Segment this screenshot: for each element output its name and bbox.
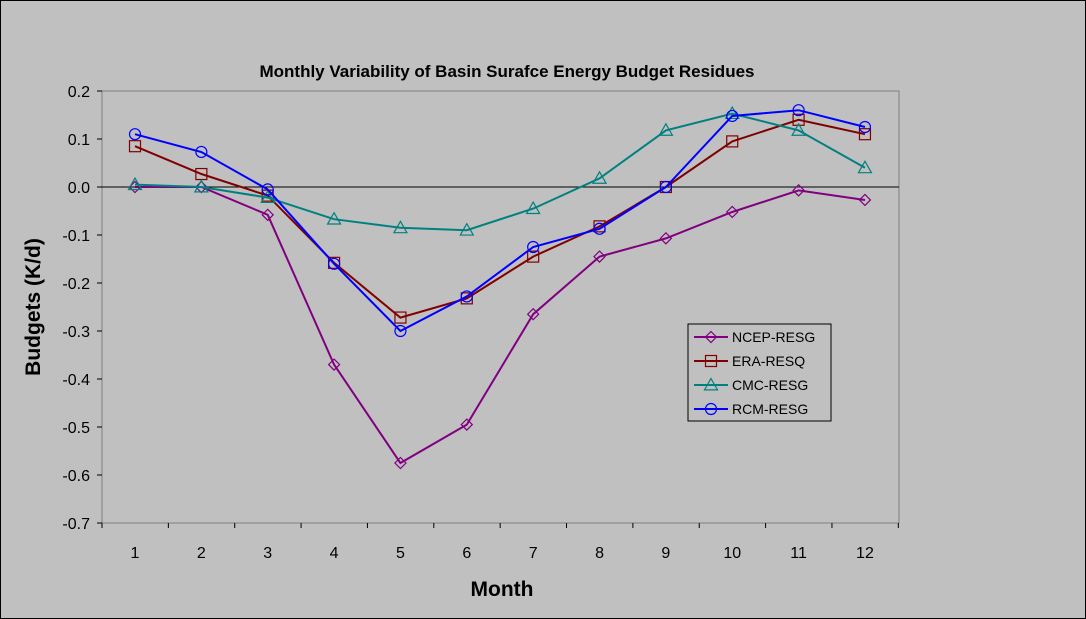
data-point bbox=[725, 205, 739, 219]
plot-area bbox=[101, 90, 900, 524]
x-tick-label: 4 bbox=[330, 545, 339, 562]
y-tick-label: -0.6 bbox=[62, 468, 90, 485]
x-tick-label: 9 bbox=[661, 545, 670, 562]
legend-item: NCEP-RESG bbox=[694, 329, 815, 345]
data-point bbox=[593, 250, 606, 263]
x-tick-label: 7 bbox=[529, 545, 538, 562]
legend-marker bbox=[704, 330, 718, 344]
y-tick-label: -0.5 bbox=[62, 420, 90, 437]
x-tick-label: 5 bbox=[396, 545, 405, 562]
data-point bbox=[658, 122, 674, 136]
data-point bbox=[394, 324, 407, 338]
data-point bbox=[127, 176, 143, 191]
data-point bbox=[326, 211, 342, 225]
x-tick-label: 11 bbox=[790, 545, 807, 562]
data-point bbox=[792, 184, 805, 197]
x-tick-label: 1 bbox=[131, 545, 140, 562]
y-tick-label: -0.3 bbox=[62, 324, 90, 341]
legend-item: RCM-RESG bbox=[694, 401, 808, 417]
data-point bbox=[858, 193, 872, 207]
data-point bbox=[527, 240, 540, 254]
legend-label: ERA-RESQ bbox=[732, 353, 805, 369]
legend-label: CMC-RESG bbox=[732, 377, 808, 393]
data-point bbox=[726, 109, 739, 123]
data-point bbox=[792, 104, 805, 117]
x-tick-label: 12 bbox=[856, 545, 874, 562]
legend-marker bbox=[704, 402, 718, 416]
series-group bbox=[127, 104, 873, 470]
chart-title: Monthly Variability of Basin Surafce Ene… bbox=[259, 62, 754, 81]
y-axis-title: Budgets (K/d) bbox=[22, 238, 45, 376]
x-tick-label: 3 bbox=[263, 545, 272, 562]
data-point bbox=[526, 307, 540, 321]
data-point bbox=[327, 358, 341, 371]
x-tick-label: 10 bbox=[723, 545, 741, 562]
data-point bbox=[459, 222, 475, 236]
series-line bbox=[134, 109, 866, 333]
data-point bbox=[261, 208, 275, 222]
data-point bbox=[527, 250, 540, 263]
data-point bbox=[261, 183, 274, 196]
y-tick-label: -0.4 bbox=[62, 372, 90, 389]
data-point bbox=[791, 122, 807, 136]
data-point bbox=[858, 120, 872, 134]
data-point bbox=[726, 135, 739, 148]
legend-box bbox=[687, 323, 832, 422]
x-tick-label: 2 bbox=[197, 545, 206, 562]
y-tick-label: 0.2 bbox=[68, 84, 90, 101]
data-point bbox=[128, 140, 142, 153]
data-point bbox=[659, 180, 672, 194]
data-point bbox=[525, 200, 541, 215]
legend: NCEP-RESG ERA-RESQ CMC-RESG RCM-RESG bbox=[687, 323, 832, 422]
series-line bbox=[134, 112, 866, 232]
legend-label: RCM-RESG bbox=[732, 401, 808, 417]
legend-item: ERA-RESQ bbox=[694, 353, 805, 369]
data-point bbox=[857, 160, 873, 174]
data-point bbox=[593, 222, 606, 235]
data-point bbox=[591, 170, 608, 184]
data-point bbox=[394, 456, 407, 470]
data-point bbox=[724, 105, 740, 120]
y-tick-label: -0.1 bbox=[62, 228, 90, 245]
x-axis: 1 2 3 4 5 6 7 8 9 10 11 12 bbox=[101, 523, 899, 562]
data-point bbox=[327, 257, 341, 270]
data-point bbox=[195, 145, 208, 159]
y-tick-label: 0.1 bbox=[68, 132, 90, 149]
data-point bbox=[858, 128, 872, 141]
data-point bbox=[392, 220, 408, 234]
legend-marker bbox=[704, 354, 718, 368]
y-tick-label: -0.7 bbox=[62, 516, 90, 533]
x-axis-title: Month bbox=[471, 578, 534, 601]
legend-marker bbox=[703, 377, 719, 391]
data-point bbox=[195, 180, 208, 194]
y-tick-label: -0.2 bbox=[62, 276, 90, 293]
series-cmc-resg bbox=[127, 105, 873, 236]
series-ncep-resg bbox=[128, 180, 872, 470]
data-point bbox=[394, 311, 407, 324]
data-point bbox=[260, 189, 276, 204]
x-tick-label: 6 bbox=[462, 545, 471, 562]
y-tick-label: 0.0 bbox=[68, 180, 90, 197]
legend-item: CMC-RESG bbox=[694, 377, 808, 393]
series-line bbox=[134, 118, 866, 319]
x-tick-label: 8 bbox=[595, 545, 604, 562]
data-point bbox=[659, 232, 673, 245]
series-rcm-resg bbox=[128, 104, 872, 338]
data-point bbox=[460, 290, 473, 303]
data-point bbox=[792, 113, 805, 126]
data-point bbox=[460, 418, 474, 431]
legend-label: NCEP-RESG bbox=[732, 329, 815, 345]
data-point bbox=[193, 179, 209, 193]
series-line bbox=[135, 186, 866, 465]
data-point bbox=[128, 128, 142, 141]
y-axis: 0.2 0.1 0.0 -0.1 -0.2 -0.3 -0.4 -0.5 -0.6 -0.7 bbox=[62, 84, 102, 533]
